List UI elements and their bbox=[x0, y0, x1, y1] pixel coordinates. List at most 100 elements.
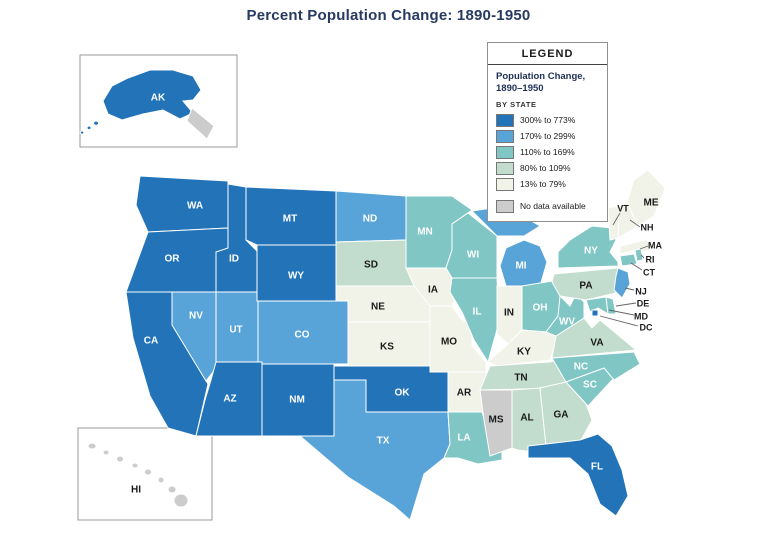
state-label-SD: SD bbox=[364, 260, 378, 271]
state-FL[interactable] bbox=[527, 433, 629, 517]
legend-category-label: 80% to 109% bbox=[520, 163, 571, 174]
state-label-LA: LA bbox=[457, 433, 470, 444]
state-label-OR: OR bbox=[165, 254, 181, 265]
state-label-NY: NY bbox=[584, 246, 598, 257]
state-MA[interactable] bbox=[619, 239, 655, 255]
state-label-ND: ND bbox=[363, 214, 377, 225]
state-label-NE: NE bbox=[371, 302, 385, 313]
legend-subtitle-line1: Population Change, bbox=[496, 71, 586, 82]
leader-line-NH bbox=[629, 219, 641, 228]
state-label-AZ: AZ bbox=[223, 394, 236, 405]
state-IL[interactable] bbox=[449, 277, 500, 364]
leader-line-VT bbox=[612, 212, 621, 226]
legend-by-state-label: BY STATE bbox=[496, 99, 537, 109]
state-label-NV: NV bbox=[189, 311, 203, 322]
legend-header: LEGEND bbox=[488, 43, 607, 65]
state-label-DC: DC bbox=[640, 323, 653, 333]
state-label-MI: MI bbox=[515, 261, 526, 272]
legend-swatch-c1 bbox=[496, 113, 514, 127]
leader-line-NJ bbox=[624, 287, 635, 291]
state-label-NC: NC bbox=[574, 362, 588, 373]
legend-swatch-c2 bbox=[496, 129, 514, 143]
legend-item-nodata: No data available bbox=[496, 199, 599, 213]
legend-item-c1: 300% to 773% bbox=[496, 113, 599, 127]
state-label-NH: NH bbox=[641, 223, 654, 233]
state-label-CT: CT bbox=[643, 268, 655, 278]
state-label-VA: VA bbox=[590, 338, 603, 349]
leader-line-DE bbox=[615, 302, 637, 307]
state-label-CA: CA bbox=[144, 336, 158, 347]
state-label-WA: WA bbox=[187, 201, 203, 212]
state-TX[interactable] bbox=[298, 379, 451, 521]
state-NJ[interactable] bbox=[613, 267, 631, 299]
state-label-MN: MN bbox=[417, 227, 433, 238]
state-label-NJ: NJ bbox=[635, 287, 647, 297]
state-label-KY: KY bbox=[517, 347, 531, 358]
state-label-VT: VT bbox=[617, 204, 629, 214]
state-label-DE: DE bbox=[637, 299, 650, 309]
legend: LEGEND Population Change, 1890–1950 BY S… bbox=[487, 42, 608, 222]
legend-swatch-c5 bbox=[496, 177, 514, 191]
state-label-WI: WI bbox=[467, 250, 479, 261]
legend-swatch-c4 bbox=[496, 161, 514, 175]
legend-item-c4: 80% to 109% bbox=[496, 161, 599, 175]
state-label-WV: WV bbox=[559, 317, 575, 328]
state-CT[interactable] bbox=[619, 253, 638, 267]
leader-line-MD bbox=[608, 309, 635, 316]
state-label-TX: TX bbox=[377, 436, 390, 447]
state-label-IN: IN bbox=[504, 308, 514, 319]
legend-category-label: 300% to 773% bbox=[520, 115, 576, 126]
legend-category-label: 110% to 169% bbox=[520, 147, 575, 158]
state-label-KS: KS bbox=[380, 342, 394, 353]
state-HI[interactable] bbox=[87, 442, 189, 508]
legend-rows: 300% to 773% 170% to 299% 110% to 169% 80% … bbox=[488, 113, 607, 213]
legend-category-label: No data available bbox=[520, 201, 586, 212]
state-label-AK: AK bbox=[151, 93, 166, 104]
state-MS[interactable] bbox=[479, 389, 513, 457]
state-label-RI: RI bbox=[646, 255, 655, 265]
state-label-PA: PA bbox=[579, 281, 592, 292]
leader-line-DC bbox=[599, 315, 639, 327]
state-label-AR: AR bbox=[457, 388, 472, 399]
legend-item-c3: 110% to 169% bbox=[496, 145, 599, 159]
state-label-CO: CO bbox=[295, 330, 310, 341]
state-NV[interactable] bbox=[171, 291, 217, 382]
state-label-UT: UT bbox=[229, 325, 242, 336]
state-label-TN: TN bbox=[514, 373, 527, 384]
state-label-ID: ID bbox=[229, 254, 239, 265]
state-label-IA: IA bbox=[428, 285, 438, 296]
state-label-MT: MT bbox=[283, 214, 297, 225]
state-label-IL: IL bbox=[473, 307, 482, 318]
legend-category-label: 13% to 79% bbox=[520, 179, 566, 190]
legend-swatch-nodata bbox=[496, 199, 514, 213]
state-NC[interactable] bbox=[551, 351, 641, 383]
leader-line-MA bbox=[639, 245, 649, 250]
state-label-MS: MS bbox=[489, 415, 504, 426]
legend-category-label: 170% to 299% bbox=[520, 131, 576, 142]
state-WA[interactable] bbox=[135, 175, 229, 233]
state-label-NM: NM bbox=[289, 395, 305, 406]
state-AK[interactable] bbox=[79, 69, 202, 135]
hawaii-inset-box bbox=[77, 427, 213, 521]
legend-swatch-c3 bbox=[496, 145, 514, 159]
state-label-MO: MO bbox=[441, 337, 457, 348]
state-label-FL: FL bbox=[591, 462, 603, 473]
page-title: Percent Population Change: 1890-1950 bbox=[246, 7, 531, 24]
state-label-MA: MA bbox=[648, 241, 662, 251]
state-label-HI: HI bbox=[131, 485, 141, 496]
state-label-GA: GA bbox=[554, 410, 569, 421]
state-AZ[interactable] bbox=[195, 361, 263, 437]
alaska-gray-region bbox=[186, 107, 215, 140]
legend-item-c5: 13% to 79% bbox=[496, 177, 599, 191]
legend-subtitle-line2: 1890–1950 bbox=[496, 83, 544, 95]
state-DE[interactable] bbox=[605, 296, 617, 315]
state-label-SC: SC bbox=[583, 380, 597, 391]
state-label-ME: ME bbox=[644, 198, 659, 209]
leader-line-CT bbox=[630, 262, 643, 271]
state-label-MD: MD bbox=[634, 312, 648, 322]
state-RI[interactable] bbox=[634, 248, 644, 262]
leader-line-RI bbox=[640, 254, 645, 259]
state-DC[interactable] bbox=[591, 309, 599, 317]
